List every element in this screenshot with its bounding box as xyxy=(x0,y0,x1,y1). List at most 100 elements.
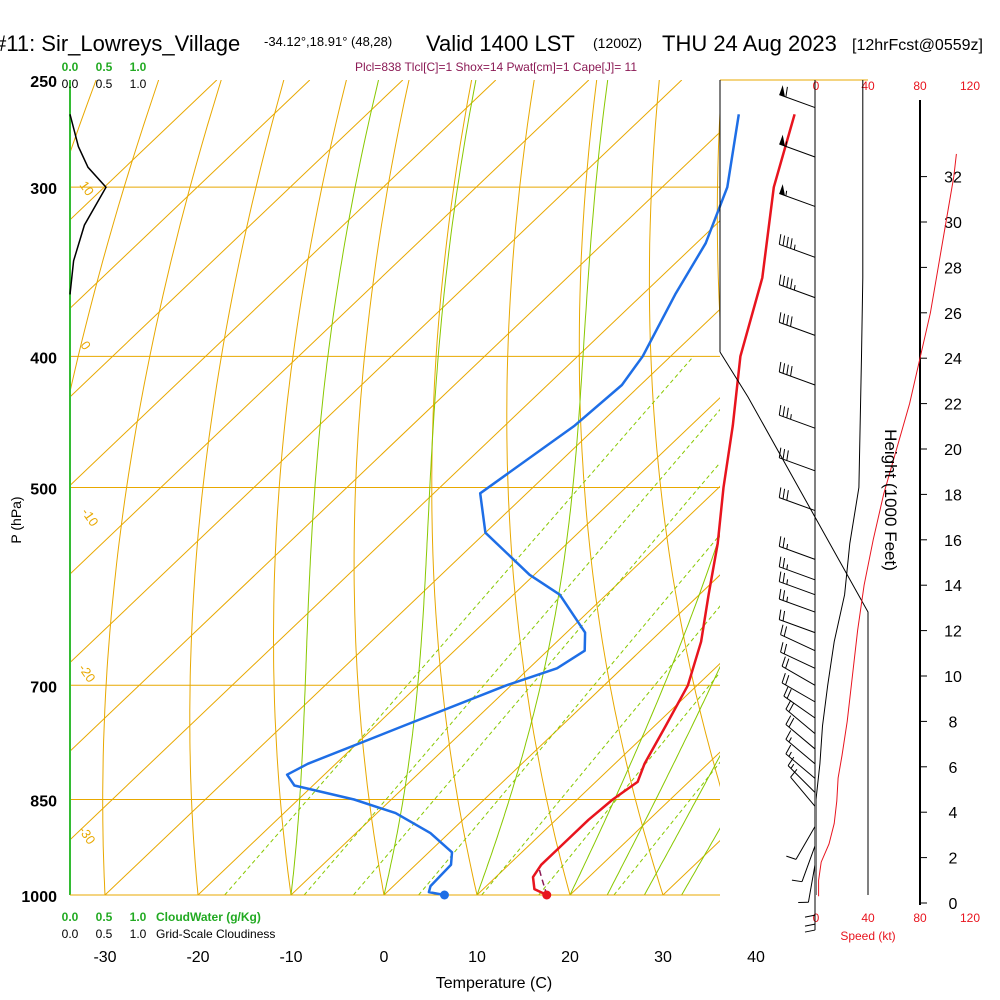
wind-barb-half-flag xyxy=(793,284,796,291)
moist-adiabat-line xyxy=(476,80,609,895)
wind-barb-flag xyxy=(782,572,786,584)
height-tick-label: 24 xyxy=(944,351,962,368)
cloud-water-line xyxy=(69,114,107,295)
wind-barb-flag xyxy=(786,277,789,288)
wind-barb-staff xyxy=(779,371,816,386)
plot-frame xyxy=(69,80,720,896)
speed-tick-label-bottom: 80 xyxy=(913,911,927,925)
dry-adiabat-line xyxy=(506,80,571,895)
surface-dewpoint-dot xyxy=(439,890,449,900)
wind-barb-flag xyxy=(786,314,789,326)
wind-barb-flag xyxy=(785,675,790,686)
dry-adiabat-line xyxy=(716,103,720,328)
temperature-tick-label: 30 xyxy=(654,949,672,966)
wind-barb-flag xyxy=(785,658,790,669)
wind-barb-flag xyxy=(785,744,792,755)
wind-barb-flag xyxy=(782,235,786,246)
wind-barb xyxy=(778,609,816,634)
isotherm-line xyxy=(70,131,720,752)
moist-adiabat-line xyxy=(606,665,720,895)
pressure-tick-label: 300 xyxy=(30,181,57,198)
wind-barb-half-flag xyxy=(785,190,788,196)
wind-barb-staff xyxy=(783,695,816,719)
wind-barb-half-flag xyxy=(788,737,792,743)
wind-barb-flag xyxy=(804,914,816,918)
wind-barb-half-flag xyxy=(786,543,789,550)
wind-barb xyxy=(779,85,816,109)
wind-barb-staff xyxy=(779,457,816,472)
mixing-ratio-label: 8 xyxy=(480,901,496,917)
wind-barb-half-flag xyxy=(790,763,795,769)
wind-barb-flag xyxy=(785,715,792,725)
wind-barb-staff xyxy=(779,566,816,581)
wind-barb xyxy=(779,184,816,207)
temperature-tick-label: 40 xyxy=(747,949,765,966)
wind-barb xyxy=(778,447,816,472)
wind-barb-flag xyxy=(785,86,788,98)
wind-barb-staff xyxy=(801,845,816,882)
pressure-tick-label: 250 xyxy=(30,74,57,91)
wind-barb xyxy=(778,487,816,512)
isotherm-line xyxy=(849,80,1000,895)
wind-barb-flag xyxy=(783,686,789,697)
wind-barb-pennant xyxy=(779,184,785,196)
y-axis-title: P (hPa) xyxy=(8,496,24,543)
wind-barb xyxy=(786,826,816,860)
wind-barb xyxy=(778,361,816,386)
wind-barb-staff xyxy=(785,753,816,779)
cloudwater-scale-label: 0.5 xyxy=(96,910,113,924)
wind-barb-flag xyxy=(786,855,797,860)
dry-adiabat-line xyxy=(971,56,1000,924)
pressure-tick-label: 400 xyxy=(30,350,57,367)
wind-barb-flag xyxy=(804,929,816,933)
wind-barb-flag xyxy=(778,571,782,582)
wind-barb-flag xyxy=(790,768,798,778)
temperature-tick-label: -10 xyxy=(279,949,302,966)
cloudiness-scale-label: 0.5 xyxy=(96,77,113,91)
isotherm-line xyxy=(290,485,720,895)
wind-barb xyxy=(778,571,816,596)
station-coords: -34.12°,18.91° (48,28) xyxy=(264,34,392,49)
wind-barb-staff xyxy=(781,665,816,686)
pressure-tick-label: 850 xyxy=(30,793,57,810)
wind-barb xyxy=(790,768,816,807)
dry-adiabat-line xyxy=(783,56,955,924)
wind-barb-flag xyxy=(790,365,793,377)
height-tick-label: 0 xyxy=(949,896,958,913)
wind-barb-staff xyxy=(779,619,816,634)
dry-adiabat-line xyxy=(102,80,222,895)
temperature-tick-label: -20 xyxy=(186,949,209,966)
isotherm-line xyxy=(476,662,720,895)
isotherm-line xyxy=(70,220,720,841)
wind-barb-staff xyxy=(785,739,816,765)
wind-barb-flag xyxy=(778,274,782,285)
speed-tick-label-bottom: 0 xyxy=(813,911,820,925)
speed-tick-label-bottom: 40 xyxy=(861,911,875,925)
speed-tick-label-top: 40 xyxy=(861,79,875,93)
forecast-tag: [12hrFcst@0559z] xyxy=(852,37,983,54)
pressure-tick-label: 1000 xyxy=(21,889,57,906)
isotherm-line xyxy=(104,308,720,895)
wind-barb-flag xyxy=(782,610,786,622)
speed-tick-label-top: 80 xyxy=(913,79,927,93)
wind-barb-flag xyxy=(782,313,786,324)
moist-adiabat-line xyxy=(290,80,379,895)
wind-barb-staff xyxy=(779,545,816,560)
wind-barb-staff xyxy=(807,864,816,903)
wind-barb-flag xyxy=(790,278,793,289)
wind-barbs xyxy=(778,85,816,933)
x-axis-title: Temperature (C) xyxy=(436,975,552,992)
wind-barb-flag xyxy=(778,588,782,600)
wind-barb-staff xyxy=(779,193,816,207)
wind-barb xyxy=(778,556,816,581)
wind-barb-flag xyxy=(778,487,782,498)
cloudwater-scale-label: 1.0 xyxy=(130,60,147,74)
height-tick-label: 4 xyxy=(949,805,958,822)
wind-barb-staff xyxy=(779,284,816,299)
wind-barb-flag xyxy=(787,756,795,766)
wind-barb-staff xyxy=(790,776,816,807)
wind-barb-half-flag xyxy=(786,579,789,585)
wind-barb-staff xyxy=(779,143,816,158)
speed-tick-label-bottom: 120 xyxy=(960,911,980,925)
